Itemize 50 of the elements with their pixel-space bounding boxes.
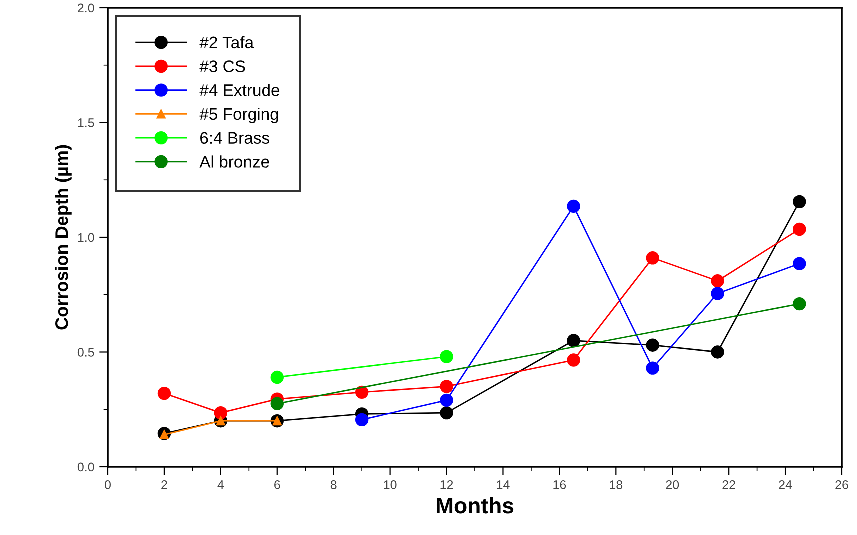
point — [793, 195, 806, 209]
point — [355, 413, 369, 427]
point — [270, 397, 284, 410]
point — [567, 354, 580, 367]
point — [567, 334, 580, 348]
x-tick-label: 16 — [554, 480, 566, 490]
x-axis-title: Months — [436, 497, 514, 514]
point — [711, 274, 724, 288]
y-tick-label: 0.5 — [78, 348, 94, 357]
y-tick-label: 1.0 — [78, 233, 94, 242]
y-tick-label: 2.0 — [78, 4, 94, 13]
y-tick-label: 0.0 — [78, 462, 94, 472]
y-axis-title: Corrosion Depth (µm) — [55, 145, 72, 330]
legend-label: Al bronze — [200, 156, 270, 168]
x-tick-label: 12 — [440, 480, 454, 490]
point — [440, 350, 454, 364]
legend-label: #2 Tafa — [200, 36, 254, 49]
legend-label: #5 Forging — [200, 108, 278, 124]
point — [793, 297, 806, 311]
point — [646, 362, 660, 375]
legend-label: 6:4 Brass — [200, 132, 270, 144]
legend-label: #3 CS — [200, 60, 246, 72]
point — [270, 370, 284, 384]
x-tick-label: 18 — [610, 480, 623, 490]
point — [355, 386, 369, 400]
point — [214, 406, 228, 420]
legend-label: #4 Extrude — [200, 84, 280, 96]
x-tick-label: 4 — [218, 480, 224, 490]
point — [793, 222, 806, 236]
y-tick-label: 1.5 — [78, 118, 94, 128]
x-tick-label: 2 — [162, 480, 168, 490]
point — [711, 346, 724, 359]
point — [646, 338, 660, 352]
x-tick-label: 22 — [722, 480, 736, 490]
point — [646, 252, 660, 265]
x-tick-label: 24 — [779, 480, 792, 490]
point — [440, 406, 454, 420]
point — [440, 380, 454, 394]
x-tick-label: 8 — [330, 480, 337, 490]
x-tick-label: 20 — [666, 480, 680, 490]
x-tick-label: 6 — [274, 480, 280, 490]
point — [567, 200, 580, 214]
point — [793, 257, 806, 270]
x-tick-label: 14 — [497, 480, 510, 490]
point — [440, 394, 454, 408]
x-tick-label: 10 — [384, 480, 397, 490]
x-tick-label: 0 — [105, 480, 111, 490]
x-tick-label: 26 — [836, 480, 848, 490]
point — [158, 386, 172, 400]
point — [711, 287, 724, 300]
